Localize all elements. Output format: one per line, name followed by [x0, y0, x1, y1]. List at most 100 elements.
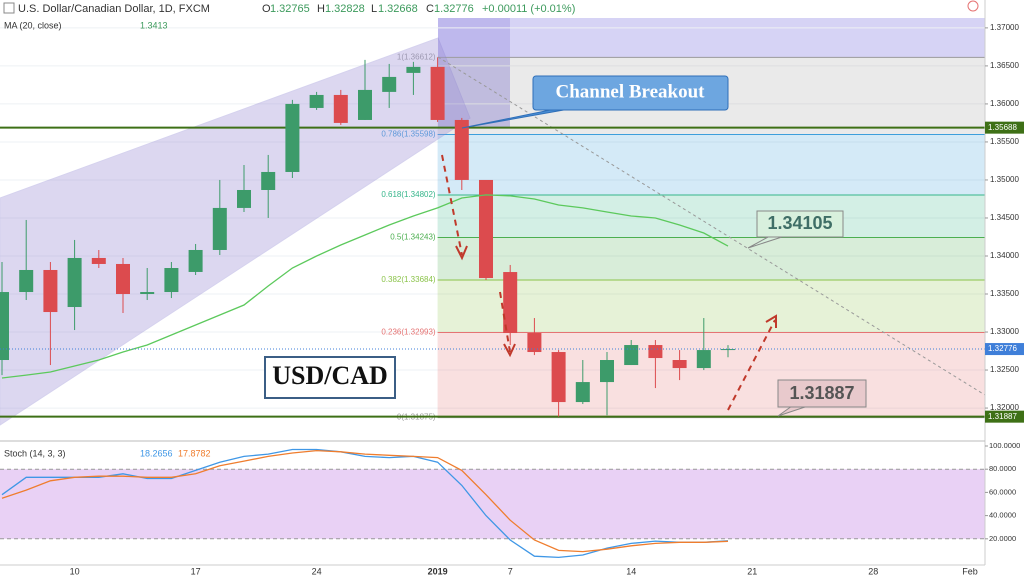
candle-body — [406, 66, 421, 73]
stoch-line — [1, 449, 729, 553]
y-tick-label: 80.0000 — [989, 464, 1016, 473]
alert-icon[interactable] — [967, 0, 979, 12]
fib-label: 0.382(1.33684) — [381, 275, 436, 284]
callout-pointer — [777, 405, 809, 417]
fib-label: 0.786(1.35598) — [381, 130, 436, 139]
fib-band — [437, 280, 986, 333]
y-tick-label: 1.36500 — [990, 61, 1019, 70]
ohlc-label: O — [262, 3, 271, 15]
arrow — [441, 154, 463, 256]
callout-text: 1.31887 — [789, 383, 854, 403]
x-tick-label: 10 — [70, 566, 80, 576]
x-tick-label: 14 — [626, 566, 636, 576]
range-band — [438, 18, 985, 58]
y-tick-label: 1.34500 — [990, 213, 1019, 222]
candle-body — [0, 292, 9, 361]
y-tick-label: 100.0000 — [989, 441, 1020, 450]
arrow — [727, 319, 776, 411]
y-tick-label: 1.37000 — [990, 23, 1019, 32]
price-channel — [0, 37, 471, 426]
arrow-head — [503, 343, 516, 358]
fib-label: 0.618(1.34802) — [381, 190, 436, 199]
candle-body — [600, 360, 614, 383]
fib-label: 0.236(1.32993) — [381, 328, 436, 337]
callout-box — [777, 379, 867, 408]
candle-body — [551, 352, 566, 403]
candle-body — [116, 263, 130, 295]
x-tick-label: 21 — [747, 566, 757, 576]
candle-body — [624, 345, 639, 366]
y-tick-label: 1.33000 — [990, 327, 1019, 336]
candle-body — [309, 94, 324, 108]
candle-body — [382, 76, 397, 92]
y-tick-label: 1.36000 — [990, 99, 1019, 108]
collapse-icon[interactable] — [3, 2, 15, 14]
indicator-value: 1.3413 — [140, 20, 168, 30]
candle-body — [672, 360, 687, 369]
fib-label: 1(1.36612) — [397, 52, 436, 61]
x-tick-label: 28 — [868, 566, 878, 576]
candle-body — [696, 350, 711, 369]
y-tick-label: 1.35000 — [990, 175, 1019, 184]
indicator-title: Stoch (14, 3, 3) — [4, 448, 66, 458]
moving-average — [1, 194, 729, 379]
price-label: 1.31887 — [988, 412, 1017, 421]
candle-body — [43, 269, 58, 313]
fib-band — [437, 237, 986, 281]
callout-text: Channel Breakout — [555, 81, 705, 102]
fib-layer: 1(1.36612) 0.786(1.35598) 0.618(1.34802) 0.… — [381, 52, 986, 422]
y-tick-label: 1.32500 — [990, 365, 1019, 374]
price-label-bg — [985, 410, 1024, 423]
candle-body — [140, 292, 155, 295]
candle-body — [479, 179, 493, 279]
ohlc-label: L — [371, 3, 377, 15]
candle-body — [261, 171, 276, 190]
data-layer — [0, 57, 985, 559]
arrow-head — [765, 314, 777, 328]
y-tick-label: 1.35500 — [990, 137, 1019, 146]
selection-box — [438, 18, 510, 128]
price-label-bg — [985, 343, 1024, 356]
fib-band — [437, 332, 986, 418]
price-axis-bg — [985, 0, 1024, 578]
label-box — [264, 356, 396, 399]
x-tick-label: 24 — [312, 566, 322, 576]
arrow-head — [455, 245, 468, 261]
x-tick-label: 7 — [508, 566, 513, 576]
ohlc-value: 1.32765 — [270, 3, 310, 15]
candle-body — [503, 272, 518, 334]
annotation-layer: Channel Breakout 1.34105 1.31887 USD/CAD — [264, 75, 867, 417]
candle-body — [188, 249, 203, 272]
indicator-value: 18.2656 — [140, 448, 173, 458]
price-label: 1.35688 — [988, 123, 1017, 132]
pair-label: USD/CAD — [272, 361, 388, 390]
y-tick-label: 60.0000 — [989, 487, 1016, 496]
candle-body — [237, 189, 251, 208]
callout-pointer — [461, 107, 576, 129]
ohlc-label: H — [317, 3, 325, 15]
candle-body — [285, 103, 300, 172]
callout-text: 1.34105 — [767, 213, 832, 233]
fib-band — [437, 195, 986, 238]
stoch-band — [0, 469, 985, 539]
callout-box — [756, 210, 844, 238]
fib-label: 0.5(1.34243) — [390, 233, 436, 242]
indicator-value: 17.8782 — [178, 448, 211, 458]
candle-body — [91, 257, 106, 264]
x-tick-label: 2019 — [428, 566, 448, 576]
candle-body — [19, 269, 34, 293]
candle-body — [164, 268, 179, 293]
candle-body — [333, 94, 348, 123]
y-tick-label: 1.32000 — [990, 403, 1019, 412]
ohlc-label: C — [426, 3, 434, 15]
ohlc-value: 1.32828 — [325, 3, 365, 15]
x-tick-label: 17 — [191, 566, 201, 576]
callout-box — [532, 75, 729, 111]
price-label-bg — [985, 121, 1024, 134]
y-tick-label: 1.33500 — [990, 289, 1019, 298]
y-tick-label: 1.34000 — [990, 251, 1019, 260]
candle-body — [721, 349, 735, 351]
